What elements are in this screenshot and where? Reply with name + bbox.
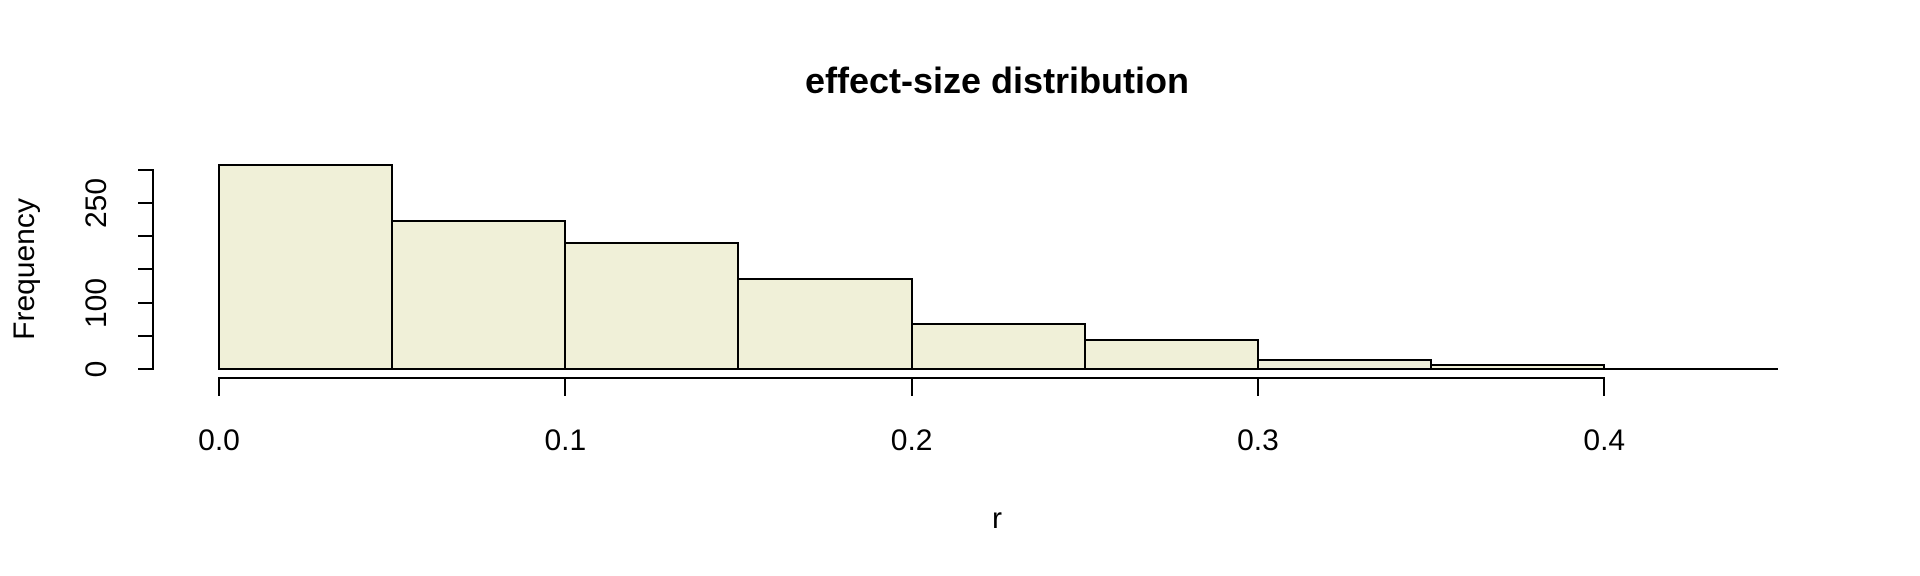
x-tick-label: 0.3 <box>1237 424 1279 457</box>
histogram-bar <box>391 220 567 370</box>
histogram-bar <box>1083 339 1259 370</box>
x-tick-label: 0.1 <box>544 424 587 457</box>
histogram-bar <box>737 277 913 370</box>
x-axis-tick <box>218 377 220 396</box>
x-tick-label: 0.2 <box>890 424 933 457</box>
chart-title: effect-size distribution <box>804 60 1190 101</box>
y-axis-label: Frequency <box>8 198 41 341</box>
y-axis-tick <box>138 301 153 304</box>
histogram-bar <box>1430 364 1606 370</box>
y-axis-tick <box>138 201 153 204</box>
histogram-bar <box>1256 359 1433 370</box>
y-tick-label: 0 <box>80 360 113 378</box>
y-axis-line <box>152 168 154 370</box>
x-axis-tick <box>1603 377 1606 396</box>
x-tick-label: 0.0 <box>198 424 240 457</box>
histogram-bar <box>218 163 394 370</box>
y-axis-tick <box>138 168 153 171</box>
x-axis-tick <box>910 377 913 396</box>
y-tick-label: 250 <box>80 177 113 228</box>
y-axis-tick <box>138 235 153 238</box>
histogram-bar <box>910 322 1086 370</box>
x-axis-tick <box>1256 377 1259 396</box>
y-axis-tick <box>138 268 153 271</box>
y-axis-tick <box>138 334 153 337</box>
x-axis-label: r <box>992 502 1002 535</box>
y-axis-tick <box>138 368 153 370</box>
y-tick-label: 100 <box>80 277 113 328</box>
x-tick-label: 0.4 <box>1583 424 1626 457</box>
histogram-bar <box>564 241 740 370</box>
histogram-zero-bin-line <box>1603 368 1779 370</box>
x-axis-tick <box>564 377 567 396</box>
